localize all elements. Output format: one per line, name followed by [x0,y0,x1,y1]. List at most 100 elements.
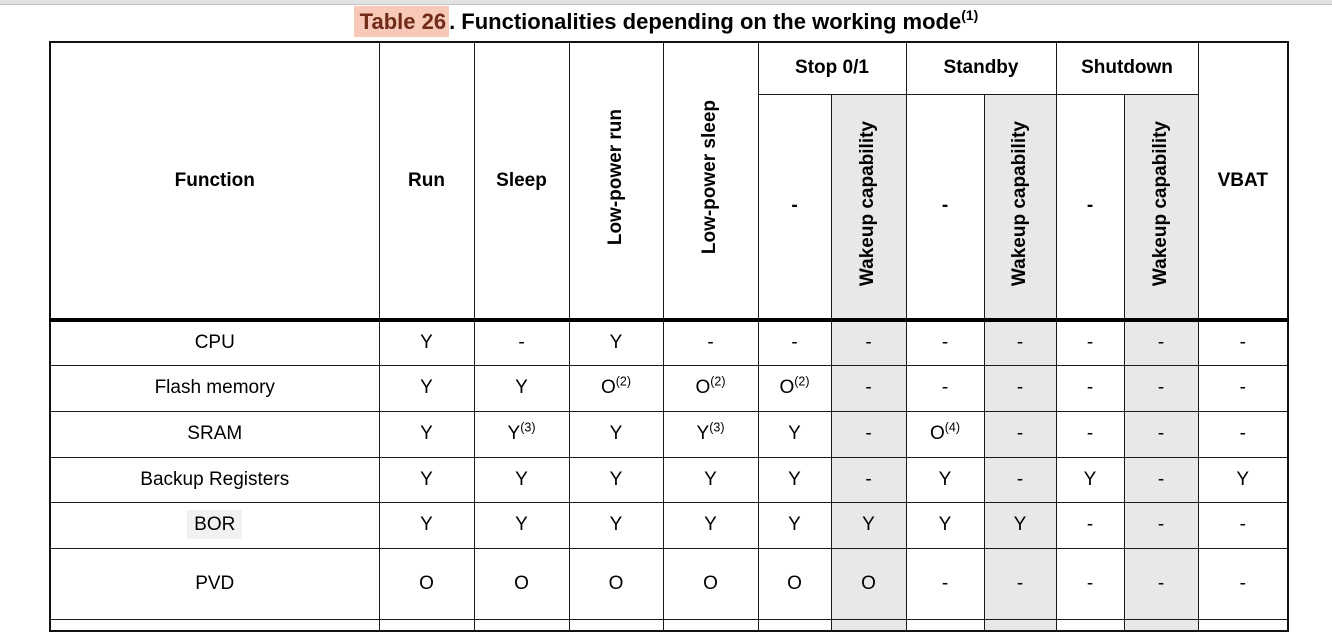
function-name-cell: Flash memory [49,364,380,412]
page-top-edge [0,0,1332,5]
table-row: BOR Y Y Y Y Y Y Y Y - - - [49,501,1289,549]
clipped-cell [830,618,907,632]
table-caption-text: . Functionalities depending on the worki… [449,9,962,34]
value-cell: - [1197,410,1289,458]
value-cell: O(4) [905,410,985,458]
value-cell: Y [905,501,985,549]
low-power-sleep-vertical-label: Low-power sleep [699,100,721,255]
value-cell: Y [378,456,475,503]
column-header-standby: Standby [905,41,1057,95]
clipped-cell [1197,618,1289,632]
clipped-cell [568,618,664,632]
footnote-superscript: (3) [520,420,536,435]
value-cell: Y [568,410,664,458]
column-header-sleep: Sleep [473,41,570,322]
value-cell: O(2) [757,364,832,412]
value-cell: - [905,547,985,620]
clipped-cell [473,618,570,632]
value-cell: - [983,410,1057,458]
value-cell: O [757,547,832,620]
column-header-low-power-sleep: Low-power sleep [662,41,759,322]
value-cell: - [1123,456,1199,503]
table-caption: Table 26. Functionalities depending on t… [0,6,1332,38]
footnote-superscript: (2) [710,374,726,389]
value-cell: - [983,456,1057,503]
value-cell: - [983,547,1057,620]
table-row: SRAM Y Y(3) Y Y(3) Y - O(4) - - - - [49,410,1289,458]
stop-wakeup-subheader: Wakeup capability [830,93,907,322]
column-header-function: Function [49,41,380,322]
value-cell: - [1123,319,1199,366]
footnote-superscript: (4) [944,420,961,435]
value-cell: - [830,364,907,412]
wakeup-capability-vertical-label: Wakeup capability [1149,120,1171,286]
value-cell: - [1123,364,1199,412]
value-cell: Y [662,456,759,503]
table-container: Function Run Sleep Low-power run Low-pow… [49,41,1290,632]
clipped-cell [1055,618,1125,632]
function-name-highlight: BOR [187,510,243,539]
table-row: CPU Y - Y - - - - - - - - [49,319,1289,366]
value-cell: Y [473,501,570,549]
clipped-cell [1123,618,1199,632]
value-cell: Y [1197,456,1289,503]
value-cell: - [1055,319,1125,366]
value-cell: Y [983,501,1057,549]
value-cell: Y [378,364,475,412]
clipped-next-row [49,618,1289,632]
value-cell: O [378,547,475,620]
low-power-run-vertical-label: Low-power run [604,109,626,246]
value-cell: - [983,364,1057,412]
value-cell: - [1055,501,1125,549]
standby-no-wakeup-subheader: - [905,93,985,322]
function-name-cell: CPU [49,319,380,366]
value-cell: Y [378,319,475,366]
value-cell: Y [378,410,475,458]
clipped-cell [983,618,1057,632]
wakeup-capability-vertical-label: Wakeup capability [857,120,879,286]
table-header: Function Run Sleep Low-power run Low-pow… [49,41,1289,322]
clipped-cell [49,618,380,632]
column-header-low-power-run: Low-power run [568,41,664,322]
table-body: CPU Y - Y - - - - - - - - Flash memory Y Y O(2) O(2) O(2)… [49,319,1289,620]
value-cell: - [473,319,570,366]
value-cell: - [1197,547,1289,620]
table-partial-row [49,618,1289,632]
table-row: PVD O O O O O O - - - - - [49,547,1289,620]
table-row: Backup Registers Y Y Y Y Y - Y - Y - Y [49,456,1289,503]
value-cell: Y [568,501,664,549]
shutdown-no-wakeup-subheader: - [1055,93,1125,322]
value-cell: Y(3) [473,410,570,458]
function-name-cell: SRAM [49,410,380,458]
standby-wakeup-subheader: Wakeup capability [983,93,1057,322]
footnote-superscript: (2) [615,374,632,389]
value-cell: Y [568,456,664,503]
function-name-cell: Backup Registers [49,456,380,503]
header-row-groups: Function Run Sleep Low-power run Low-pow… [49,41,1289,322]
value-cell: - [830,319,907,366]
value-cell: - [1197,364,1289,412]
value-cell: O [662,547,759,620]
clipped-cell [378,618,475,632]
value-cell: - [830,410,907,458]
wakeup-capability-vertical-label: Wakeup capability [1008,120,1030,286]
value-cell: - [1197,319,1289,366]
shutdown-wakeup-subheader: Wakeup capability [1123,93,1199,322]
value-cell: Y [1055,456,1125,503]
value-cell: - [662,319,759,366]
function-name-cell: BOR [49,501,380,549]
value-cell: O [568,547,664,620]
table-row: Flash memory Y Y O(2) O(2) O(2) - - - - - - [49,364,1289,412]
column-header-shutdown: Shutdown [1055,41,1199,95]
value-cell: Y [473,364,570,412]
column-header-vbat: VBAT [1197,41,1289,322]
value-cell: - [983,319,1057,366]
stop-no-wakeup-subheader: - [757,93,832,322]
footnote-superscript: (3) [709,420,725,435]
value-cell: Y(3) [662,410,759,458]
value-cell: Y [830,501,907,549]
value-cell: - [1055,547,1125,620]
value-cell: - [905,319,985,366]
value-cell: Y [568,319,664,366]
